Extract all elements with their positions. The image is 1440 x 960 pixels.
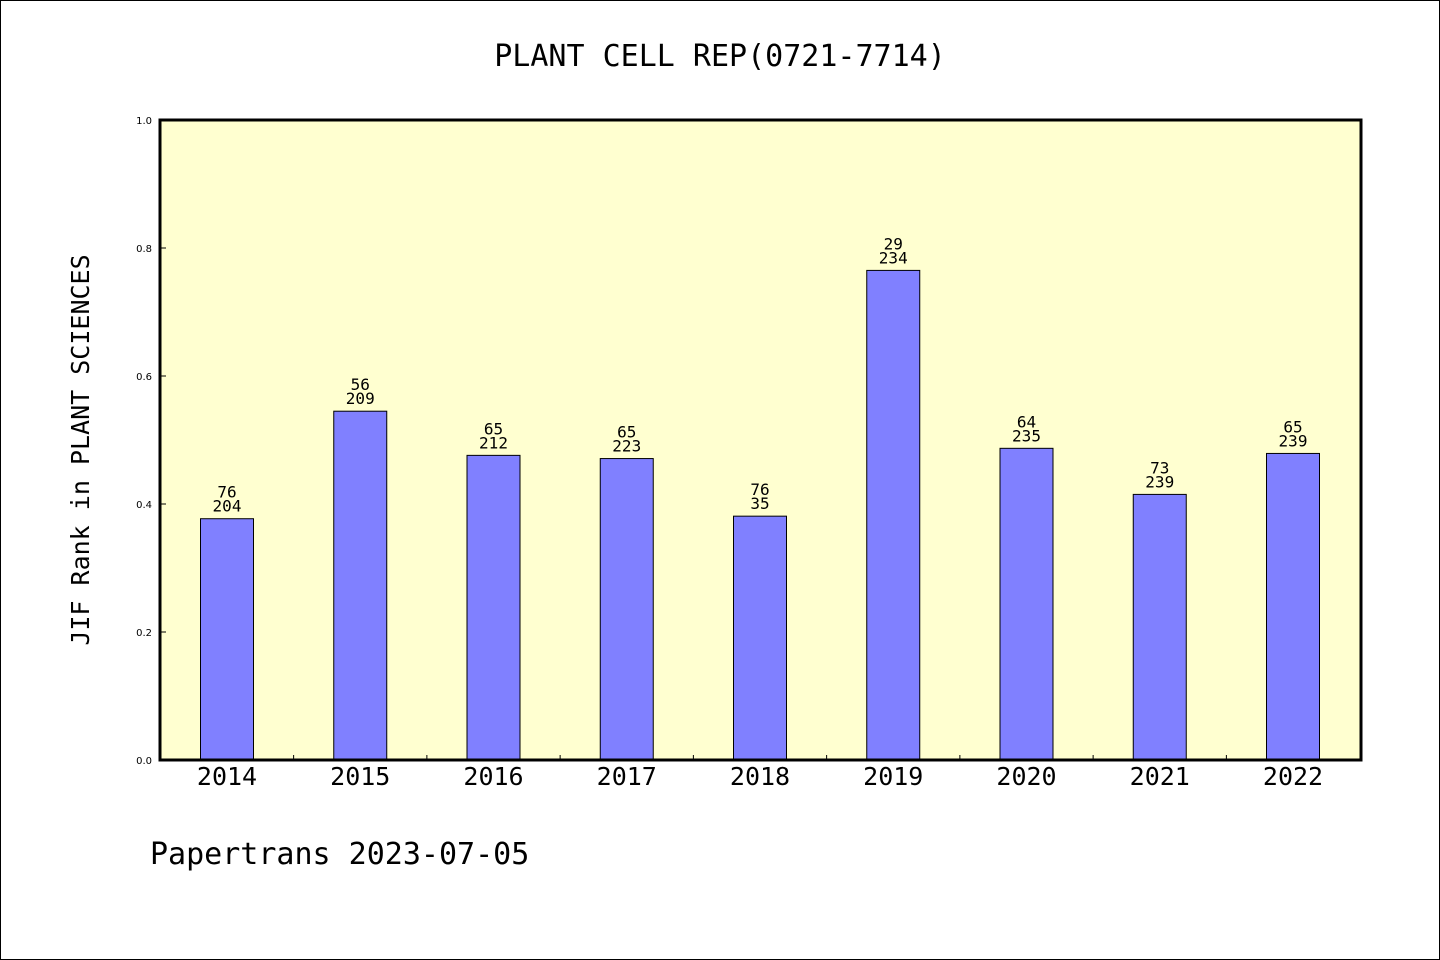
bar-2019 [866,269,921,761]
bar-label-top-2014: 76 [217,483,236,502]
bar-label-top-2017: 65 [617,423,636,442]
bar-label-top-2018: 76 [750,480,769,499]
footer-credit: Papertrans 2023-07-05 [150,837,529,872]
x-tick-label-2015: 2015 [330,762,390,791]
x-tick-label-2022: 2022 [1263,762,1323,791]
x-tick-label-2014: 2014 [197,762,257,791]
bar-label-bottom-2021: 239 [1145,472,1174,491]
y-tick-label-0.4: 0.4 [136,500,152,511]
bar-label-bottom-2022: 239 [1279,431,1308,450]
plot-border [158,118,1363,762]
bar-label-top-2019: 29 [884,234,903,253]
bar-label-bottom-2019: 234 [879,248,908,267]
bar-label-top-2021: 73 [1150,458,1169,477]
chart-title: PLANT CELL REP(0721-7714) [494,39,946,74]
bar-2015 [333,410,388,761]
bar-label-top-2016: 65 [484,419,503,438]
bar-2014 [200,518,254,761]
x-tick-label-2021: 2021 [1130,762,1190,791]
y-tick-label-0.2: 0.2 [136,628,152,639]
bar-2017 [599,458,654,761]
bar-label-bottom-2016: 212 [479,433,508,452]
bar-label-bottom-2017: 223 [612,437,641,456]
bar-2016 [466,454,521,761]
y-axis-label: JIF Rank in PLANT SCIENCES [66,254,95,645]
bar-label-top-2020: 64 [1017,412,1036,431]
bar-label-bottom-2020: 235 [1012,426,1041,445]
bar-label-bottom-2018: 35 [750,494,769,513]
y-tick-label-1.0: 1.0 [136,116,152,127]
bar-label-bottom-2015: 209 [346,389,375,408]
x-tick-label-2017: 2017 [597,762,657,791]
x-tick-label-2016: 2016 [463,762,523,791]
bar-2022 [1266,452,1320,761]
bar-label-top-2015: 56 [351,375,370,394]
bar-label-top-2022: 65 [1283,417,1302,436]
y-tick-label-0.8: 0.8 [136,244,152,255]
bar-2021 [1132,493,1187,761]
x-tick-label-2019: 2019 [863,762,923,791]
y-tick-label-0.0: 0.0 [136,756,152,767]
bar-label-bottom-2014: 204 [213,497,242,516]
y-tick-label-0.6: 0.6 [136,372,152,383]
bar-2020 [999,447,1054,761]
x-tick-label-2020: 2020 [996,762,1056,791]
bar-2018 [733,515,787,761]
x-tick-label-2018: 2018 [730,762,790,791]
